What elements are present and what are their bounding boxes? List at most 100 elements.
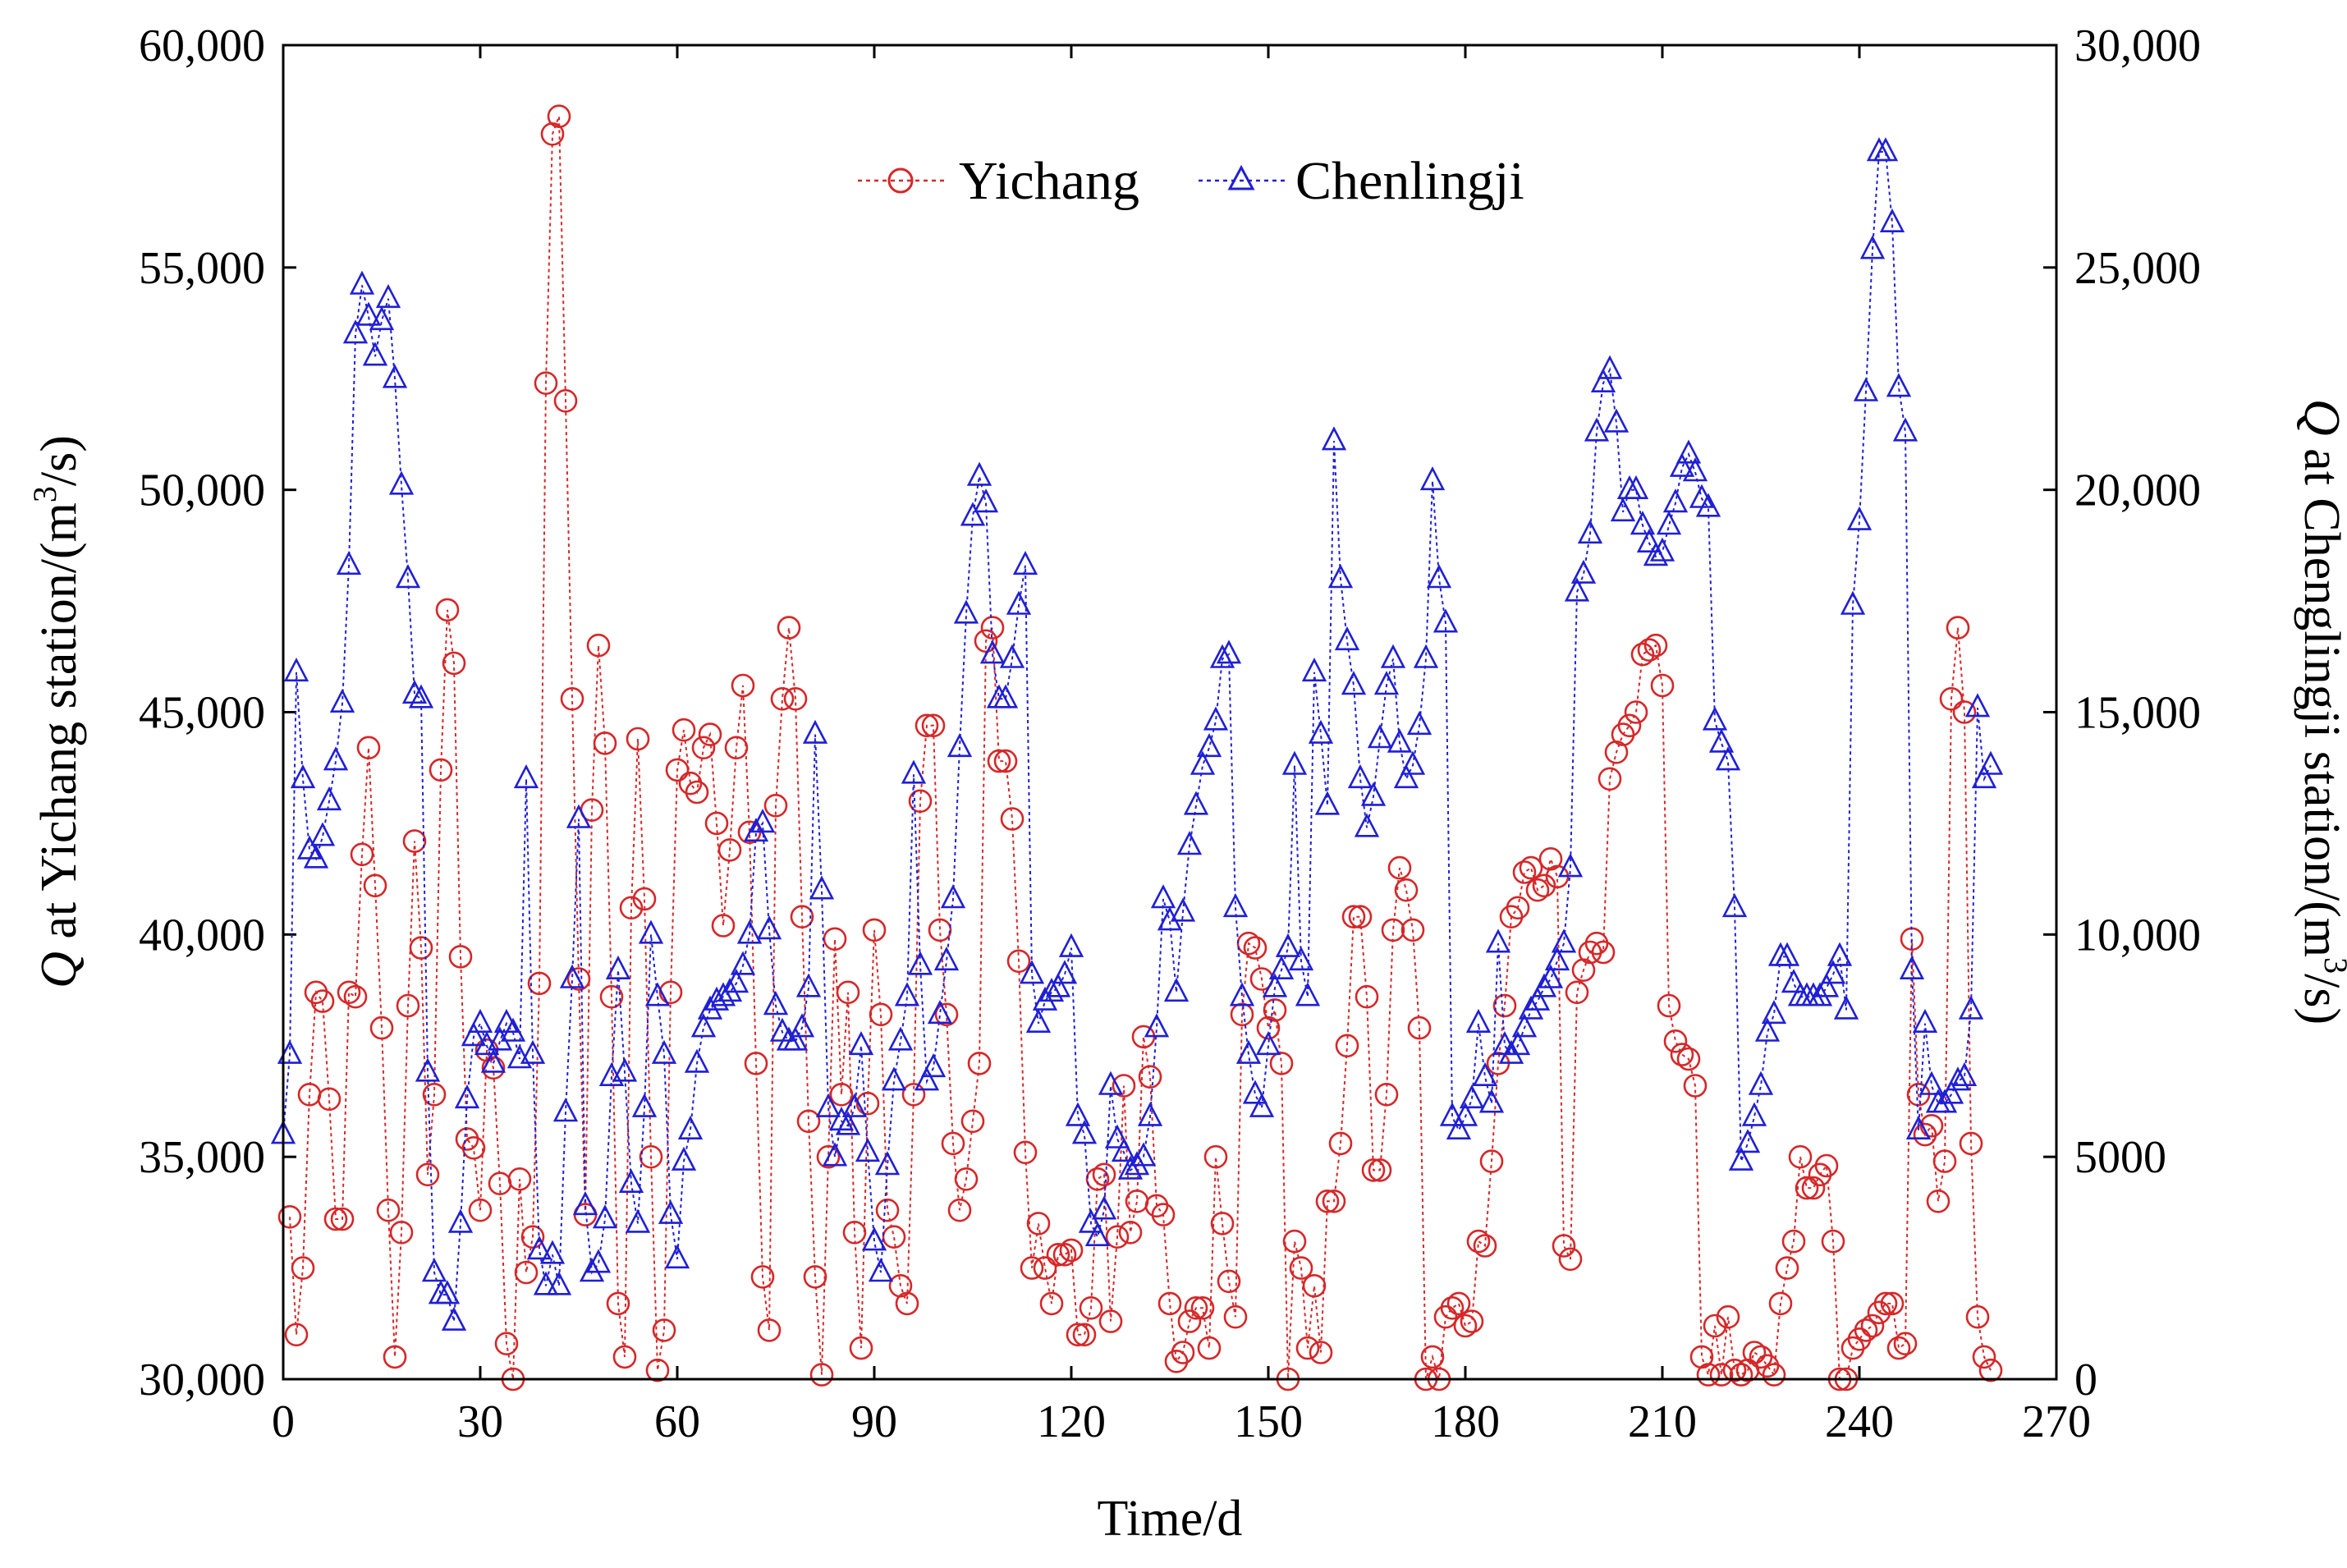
chenlingji-point [1636,528,1662,553]
chenlingji-point [658,1199,684,1224]
chenlingji-point [966,461,992,486]
chenlingji-point [1859,235,1886,259]
chenlingji-line [282,151,1992,1322]
chenlingji-point [855,1137,881,1162]
yichang-point [291,1256,315,1280]
chenlingji-point [1551,928,1577,953]
yichang-point [1729,1363,1753,1387]
yichang-point [481,1056,506,1080]
chenlingji-point [1124,1151,1150,1176]
chenlingji-point [940,884,966,909]
yichang-point [1821,1229,1845,1254]
yichang-point [1171,1341,1195,1364]
legend-chenlingji-label: Chenlingji [1295,151,1524,211]
yichang-point [1151,1203,1176,1226]
yichang-point [1926,1190,1950,1213]
chenlingji-point [566,804,592,828]
yichang-point [547,104,571,128]
yichang-point [1972,1345,1996,1369]
chenlingji-point [612,1057,638,1082]
chenlingji-point [1393,763,1419,789]
yichang-point [1676,1047,1701,1071]
chenlingji-point [1610,497,1636,522]
chenlingji-point [1387,728,1413,753]
yichang-point [796,1109,821,1134]
chenlingji-point [979,640,1006,664]
yichang-point [1598,767,1622,791]
chenlingji-point [552,1098,579,1122]
yichang-point [685,780,709,805]
chenlingji-point [1019,960,1045,984]
chenlingji-point [1446,1115,1472,1139]
chenlingji-point [671,1146,697,1171]
yichang-point [612,1345,637,1369]
yichang-point [1650,673,1675,698]
yichang-point [711,914,736,938]
chenlingji-point [704,986,730,1011]
chenlingji-point [1590,368,1616,393]
chenlingji-point [1820,960,1846,984]
chenlingji-point [1669,452,1695,477]
chenlingji-point [1006,590,1032,615]
chenlingji-point [1754,1017,1781,1042]
yichang-point [1446,1291,1471,1316]
yichang-point [1079,1296,1103,1320]
yichang-point [1440,1296,1465,1320]
yichang-point [967,1052,992,1075]
tick-labels: 0 30 60 90 120 150 180 210 240 270 30,000 35,000 40,… [139,21,2201,1447]
chenlingji-point [1531,973,1557,997]
chenlingji-point [1695,493,1721,517]
yichang-point [1374,1083,1399,1107]
chenlingji-point [309,822,336,846]
yichang-point [645,1358,670,1382]
chenlingji-point [763,991,789,1016]
chenlingji-point [1216,640,1242,664]
chenlingji-point [1373,671,1400,695]
yichang-point [1637,638,1662,663]
chenlingji-point [723,969,749,993]
chenlingji-point [1807,982,1833,1006]
yichang-point [809,1363,834,1387]
yichang-point [619,896,644,920]
chenlingji-point [1827,942,1853,966]
yichang-point [790,905,814,928]
chenlingji-point [999,644,1025,668]
chenlingji-point [283,657,309,682]
yichang-point [1269,1052,1294,1075]
chenlingji-point [1721,892,1748,918]
plot-frame [282,44,2058,1381]
chenlingji-point [933,946,960,971]
chenlingji-point [579,1258,605,1282]
chenlingji-point [1308,719,1334,744]
yichang-point [1066,1323,1090,1347]
yichang-point [658,980,683,1005]
chenlingji-point [782,1026,809,1051]
chenlingji-point [1288,946,1314,971]
chenlingji-point [388,470,415,495]
chenlingji-point [881,1066,907,1091]
x-tick-label: 30 [457,1396,503,1447]
chenlingji-point [1945,1066,1971,1091]
chenlingji-point [1203,706,1229,731]
yichang-point [1624,700,1648,724]
y-left-axis-title-exponent: 3 [26,486,63,502]
yichang-point [415,1162,440,1187]
yichang-point [1460,1309,1484,1333]
y-right-tick-label: 25,000 [2074,243,2201,294]
yichang-point [928,918,952,942]
chenlingji-point [598,1061,625,1086]
chenlingji-point [1538,964,1564,988]
chenlingji-point [533,1271,559,1295]
yichang-point [993,749,1018,773]
y-left-tick-label: 45,000 [139,688,265,739]
chenlingji-point [513,763,539,789]
chenlingji-point [539,1240,566,1264]
yichang-point [744,1052,768,1075]
chenlingji-point [1367,724,1393,749]
yichang-point [1873,1291,1898,1316]
yichang-point [980,616,1005,640]
chenlingji-point [1222,892,1249,918]
yichang-point [1085,1167,1110,1191]
yichang-point [1657,993,1681,1018]
